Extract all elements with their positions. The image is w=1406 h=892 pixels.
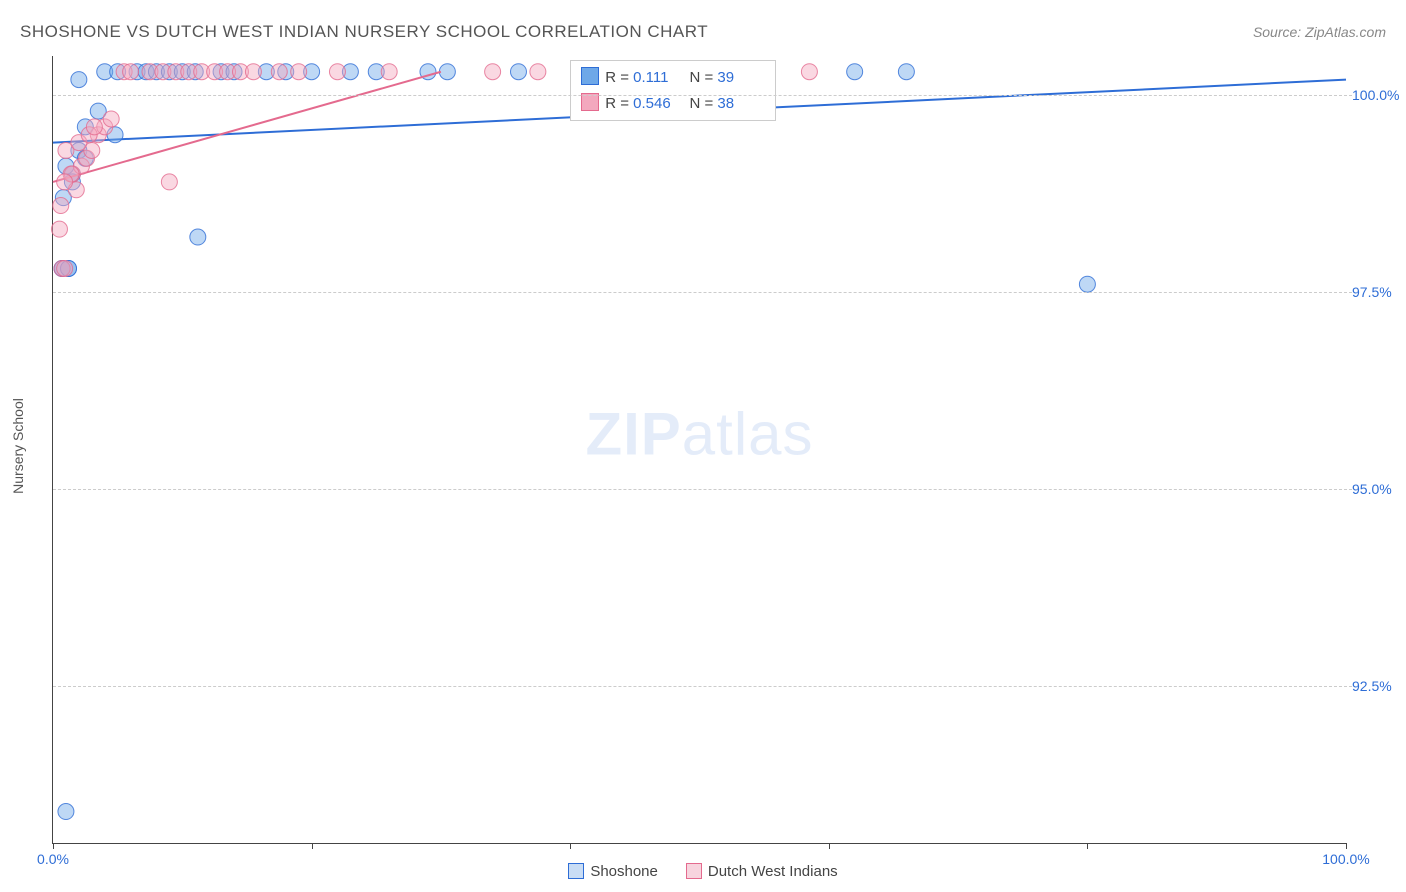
y-tick-label: 97.5% (1352, 284, 1402, 300)
stat-r-value: 0.546 (633, 91, 681, 117)
stat-r-value: 0.111 (633, 65, 681, 91)
x-tick-mark (1346, 843, 1347, 849)
stat-n-value: 39 (717, 65, 765, 91)
bottom-legend-item: Shoshone (568, 863, 658, 880)
gridline-h (53, 95, 1352, 96)
y-tick-label: 100.0% (1352, 87, 1402, 103)
gridline-h (53, 489, 1352, 490)
data-point (103, 111, 119, 127)
stat-n-label: N = (689, 95, 713, 112)
data-point (329, 64, 345, 80)
data-point (58, 804, 74, 820)
legend-label: Shoshone (590, 863, 658, 880)
data-point (271, 64, 287, 80)
data-point (123, 64, 139, 80)
data-point (510, 64, 526, 80)
x-tick-mark (1087, 843, 1088, 849)
data-point (161, 174, 177, 190)
data-point (53, 198, 69, 214)
source-credit: Source: ZipAtlas.com (1253, 24, 1386, 40)
data-point (291, 64, 307, 80)
stats-legend-box: R = 0.111 N = 39R = 0.546 N = 38 (570, 60, 776, 121)
data-point (51, 221, 67, 237)
source-name: ZipAtlas.com (1305, 24, 1386, 40)
data-point (71, 72, 87, 88)
plot-wrap: ZIPatlas R = 0.111 N = 39R = 0.546 N = 3… (52, 56, 1346, 844)
stats-legend-row: R = 0.111 N = 39 (581, 65, 765, 91)
stat-r-label: R = (605, 69, 629, 86)
y-axis-label: Nursery School (10, 398, 26, 494)
data-point (190, 229, 206, 245)
data-point (57, 260, 73, 276)
chart-svg (53, 56, 1346, 843)
data-point (485, 64, 501, 80)
legend-swatch-icon (686, 863, 702, 879)
x-tick-mark (53, 843, 54, 849)
bottom-legend-item: Dutch West Indians (686, 863, 838, 880)
gridline-h (53, 292, 1352, 293)
y-tick-label: 92.5% (1352, 678, 1402, 694)
data-point (245, 64, 261, 80)
gridline-h (53, 686, 1352, 687)
data-point (898, 64, 914, 80)
x-tick-mark (829, 843, 830, 849)
legend-label: Dutch West Indians (708, 863, 838, 880)
data-point (86, 119, 102, 135)
data-point (530, 64, 546, 80)
plot-area: ZIPatlas R = 0.111 N = 39R = 0.546 N = 3… (52, 56, 1346, 844)
legend-swatch-icon (568, 863, 584, 879)
data-point (439, 64, 455, 80)
data-point (381, 64, 397, 80)
data-point (801, 64, 817, 80)
legend-swatch-icon (581, 67, 599, 85)
data-point (1079, 276, 1095, 292)
x-tick-mark (570, 843, 571, 849)
chart-title: SHOSHONE VS DUTCH WEST INDIAN NURSERY SC… (20, 22, 708, 42)
stat-n-label: N = (689, 69, 713, 86)
stats-legend-row: R = 0.546 N = 38 (581, 91, 765, 117)
y-tick-label: 95.0% (1352, 481, 1402, 497)
source-prefix: Source: (1253, 24, 1305, 40)
bottom-legend: Shoshone Dutch West Indians (0, 863, 1406, 880)
data-point (847, 64, 863, 80)
stat-r-label: R = (605, 95, 629, 112)
data-point (57, 174, 73, 190)
x-tick-mark (312, 843, 313, 849)
stat-n-value: 38 (717, 91, 765, 117)
